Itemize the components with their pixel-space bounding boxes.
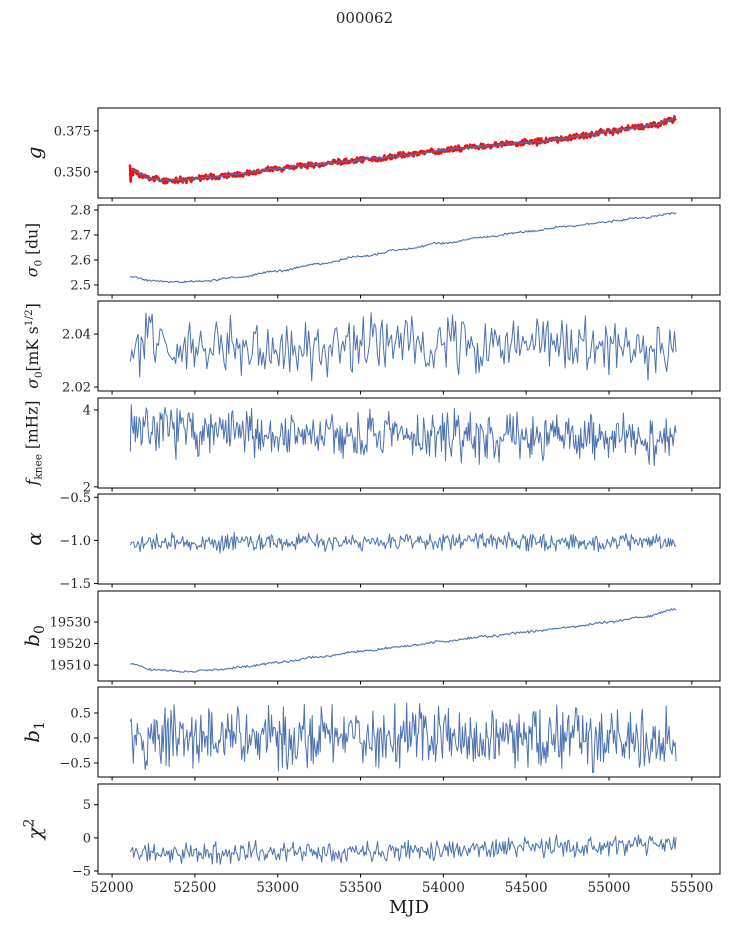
- panel-b1: 0.5 0.0 −0.5: [59, 686, 721, 781]
- y-axis-label-b0: b0: [20, 625, 48, 647]
- series-chi2: [129, 834, 677, 865]
- xtick-5: 54500: [505, 880, 548, 896]
- ytick-chi2-1: 0: [83, 831, 91, 846]
- y-axis-label-chi2: χ2: [21, 818, 47, 840]
- xtick-4: 54000: [422, 880, 465, 896]
- ytick-alpha-1: −1.0: [59, 534, 91, 549]
- ytick-g-1: 0.375: [54, 124, 91, 139]
- panel-alpha: −0.5 −1.0 −1.5: [59, 491, 721, 592]
- x-axis-label: MJD: [388, 897, 430, 918]
- y-axis-label-sigma0_mk: σ0[mK s1/2]: [22, 303, 46, 389]
- figure-title: 000062: [335, 9, 394, 27]
- panel-chi2: 5 0 −5: [72, 783, 721, 880]
- x-axis-ticks: 52000 52500 53000 53500 54000 54500 55000 55500: [91, 880, 714, 896]
- xtick-2: 53000: [256, 880, 299, 896]
- y-axis-label-alpha: α: [22, 532, 46, 546]
- ytick-sigma0_du-2: 2.7: [70, 229, 91, 244]
- ytick-sigma0_du-1: 2.6: [70, 254, 91, 269]
- ytick-chi2-2: −5: [72, 865, 91, 880]
- panel-sigma0_mk: 2.02 2.04: [62, 300, 721, 396]
- ytick-b1-2: −0.5: [59, 757, 91, 772]
- ytick-f_knee-0: 2: [83, 480, 91, 495]
- panel-b0: 19510 19520 19530: [50, 590, 721, 685]
- series-gain-raw: [128, 115, 677, 185]
- ytick-alpha-0: −0.5: [59, 491, 91, 506]
- y-axis-label-b1: b1: [20, 721, 48, 743]
- ytick-b1-0: 0.5: [70, 707, 91, 722]
- series-f-knee: [129, 404, 677, 467]
- panel-f_knee: 24: [83, 397, 721, 495]
- ytick-g-0: 0.350: [54, 165, 91, 180]
- ytick-sigma0_du-3: 2.8: [70, 204, 91, 219]
- series-gain-fit: [130, 115, 677, 183]
- panel-g: 0.350 0.375: [54, 107, 721, 202]
- xtick-0: 52000: [91, 880, 134, 896]
- ytick-sigma0_mk-0: 2.02: [62, 381, 91, 396]
- xtick-3: 53500: [339, 880, 382, 896]
- xtick-7: 55500: [670, 880, 713, 896]
- ytick-b0-2: 19530: [50, 616, 91, 631]
- series-sigma0-du: [129, 212, 677, 284]
- ytick-b1-1: 0.0: [70, 732, 91, 747]
- ytick-alpha-2: −1.5: [59, 577, 91, 592]
- ytick-f_knee-1: 4: [83, 403, 91, 418]
- series-b0: [130, 608, 677, 673]
- ytick-chi2-0: 5: [83, 798, 91, 813]
- y-axis-label-sigma0_du: σ0 [du]: [23, 222, 45, 278]
- ytick-b0-0: 19510: [50, 659, 91, 674]
- y-axis-label-g: g: [22, 146, 46, 160]
- ytick-sigma0_mk-1: 2.04: [62, 328, 91, 343]
- xtick-6: 55000: [588, 880, 631, 896]
- y-axis-label-f_knee: fknee [mHz]: [23, 400, 45, 486]
- ytick-b0-1: 19520: [50, 637, 91, 652]
- series-sigma0-mk: [129, 312, 677, 382]
- series-b1: [129, 702, 677, 774]
- ytick-sigma0_du-0: 2.5: [70, 279, 91, 294]
- series-alpha: [129, 531, 677, 554]
- xtick-1: 52500: [173, 880, 216, 896]
- panel-sigma0_du: 2.5 2.6 2.7 2.8: [70, 204, 721, 299]
